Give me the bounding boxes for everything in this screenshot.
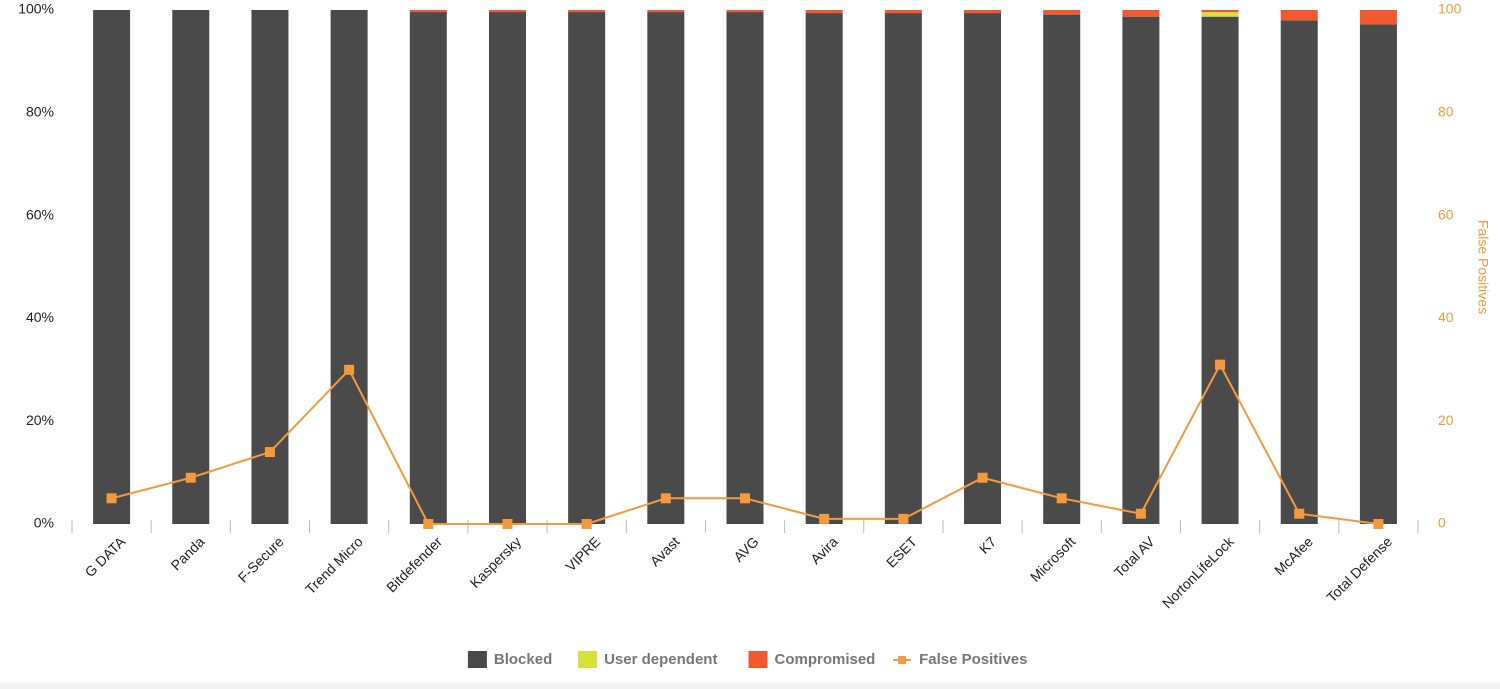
x-tick-label: Trend Micro — [302, 533, 366, 597]
line-marker — [1056, 493, 1067, 504]
legend-label: Compromised — [775, 651, 876, 668]
line-marker — [1215, 359, 1226, 370]
legend-swatch — [748, 651, 768, 668]
x-tick-label: K7 — [976, 533, 1000, 557]
bar-segment — [409, 10, 447, 13]
x-tick-label: F-Secure — [235, 533, 287, 585]
y-tick-label: 20% — [26, 412, 54, 428]
y2-tick-label: 100 — [1438, 1, 1462, 17]
x-tick-label: G DATA — [82, 533, 129, 580]
bar-segment — [488, 12, 526, 524]
y2-axis-label: False Positives — [1475, 220, 1491, 314]
bar-segment — [568, 12, 606, 524]
x-tick-label: Total AV — [1111, 533, 1158, 580]
line-marker — [740, 493, 750, 504]
x-tick-label: ESET — [883, 533, 920, 570]
bar-segment — [726, 12, 764, 524]
x-tick-label: NortonLifeLock — [1159, 533, 1238, 612]
bar-segment — [568, 10, 606, 13]
bar-segment — [647, 10, 685, 13]
bar-segment — [1043, 10, 1081, 15]
bar-segment — [1122, 16, 1160, 524]
y-tick-label: 80% — [26, 104, 54, 120]
line-marker — [106, 493, 117, 504]
bar-segment — [647, 12, 685, 524]
bar-segment — [1359, 24, 1397, 525]
line-marker — [423, 519, 434, 529]
line-marker — [977, 472, 988, 483]
line-marker — [1373, 519, 1384, 529]
y-tick-label: 40% — [26, 309, 54, 325]
legend-label: Blocked — [494, 651, 552, 668]
bar-segment — [1359, 10, 1397, 25]
line-marker — [660, 493, 671, 504]
x-tick-label: McAfee — [1271, 533, 1316, 578]
line-marker — [898, 513, 909, 524]
line-marker — [185, 472, 196, 483]
line-marker — [344, 364, 355, 375]
y-tick-label: 60% — [26, 206, 54, 222]
legend-label: User dependent — [604, 651, 717, 668]
x-tick-label: Avast — [647, 533, 683, 569]
legend-label: False Positives — [919, 651, 1027, 668]
bar-segment — [805, 10, 843, 14]
y2-tick-label: 60 — [1438, 206, 1454, 222]
bar-segment — [726, 10, 764, 13]
x-tick-label: Bitdefender — [383, 533, 445, 595]
bar-segment — [884, 10, 922, 14]
bar-segment — [172, 10, 210, 524]
legend-swatch — [467, 651, 487, 668]
y-tick-label: 100% — [18, 1, 54, 17]
bar-segment — [964, 10, 1002, 14]
x-tick-label: AVG — [730, 533, 761, 564]
y2-tick-label: 20 — [1438, 412, 1454, 428]
bar-segment — [1280, 10, 1318, 21]
line-marker — [1135, 508, 1146, 519]
y2-tick-label: 0 — [1438, 515, 1446, 531]
x-tick-label: Microsoft — [1027, 533, 1079, 585]
y2-tick-label: 80 — [1438, 104, 1454, 120]
bar-segment — [1280, 20, 1318, 525]
bar-segment — [409, 12, 447, 524]
line-marker — [502, 519, 513, 529]
legend-marker — [898, 656, 907, 664]
line-marker — [581, 519, 592, 529]
y2-tick-label: 40 — [1438, 309, 1454, 325]
x-tick-label: Total Defense — [1323, 533, 1395, 605]
x-tick-label: Panda — [168, 533, 208, 573]
bar-segment — [1122, 10, 1160, 17]
bar-segment — [93, 10, 131, 524]
line-marker — [819, 513, 830, 524]
bar-segment — [1043, 14, 1081, 524]
footer-strip — [0, 683, 1500, 689]
bar-segment — [884, 13, 922, 525]
x-tick-label: VIPRE — [562, 533, 603, 574]
line-marker — [1294, 508, 1305, 519]
bar-segment — [1201, 12, 1239, 17]
x-tick-label: Avira — [807, 533, 841, 567]
bar-segment — [805, 13, 843, 525]
bar-segment — [1201, 10, 1239, 13]
legend-swatch — [578, 651, 598, 668]
bar-segment — [1201, 16, 1239, 524]
bar-segment — [488, 10, 526, 13]
x-tick-label: Kaspersky — [467, 533, 525, 591]
bar-segment — [330, 10, 368, 524]
line-marker — [264, 447, 275, 458]
y-tick-label: 0% — [34, 515, 54, 531]
bar-segment — [251, 10, 289, 524]
bar-segment — [964, 13, 1002, 525]
